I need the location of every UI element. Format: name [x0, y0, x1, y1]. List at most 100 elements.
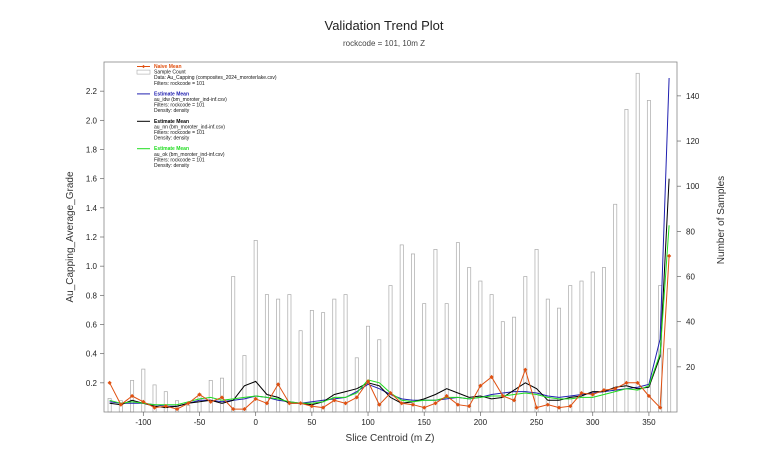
naive-mean-point: [354, 395, 359, 400]
naive-mean-point: [163, 404, 168, 409]
sample-count-bar: [242, 355, 247, 413]
legend-text: Density: density: [154, 163, 190, 169]
y2-tick-label: 40: [686, 318, 695, 327]
naive-mean-point: [332, 398, 337, 403]
sample-count-bar: [366, 325, 370, 413]
sample-count-bar: [287, 294, 292, 413]
naive-mean-markers: [107, 253, 672, 412]
x-tick-label: 50: [307, 418, 316, 427]
legend-text: Filters: rockcode = 101: [154, 130, 205, 136]
naive-mean-point: [410, 402, 416, 407]
sample-count-bar: [141, 368, 146, 413]
naive-mean-point: [545, 402, 550, 407]
naive-mean-point: [455, 402, 461, 407]
y-tick-label: 1.8: [86, 146, 98, 155]
y-tick-label: 0.8: [86, 291, 98, 300]
legend-text: Sample Count: [154, 70, 186, 76]
y-tick-label: 1.2: [86, 233, 98, 242]
naive-mean-point: [186, 401, 191, 406]
sample-count-bar: [309, 310, 314, 413]
sample-count-bar: [354, 357, 359, 413]
y-axis-ticks: 0.2 0.4 0.6 0.8 1.0 1.2 1.4 1.6 1.8 2.0 2.2: [86, 87, 104, 388]
chart-subtitle: rockcode = 101, 10m Z: [343, 39, 425, 48]
sample-count-bar: [422, 303, 427, 413]
sample-count-bar: [455, 242, 460, 413]
naive-mean-point: [309, 404, 314, 409]
y2-tick-label: 120: [686, 137, 700, 146]
naive-mean-point: [534, 405, 539, 410]
naive-mean-point: [377, 402, 382, 407]
y2-tick-label: 20: [686, 363, 695, 372]
x-axis-label: Slice Centroid (m Z): [346, 433, 435, 444]
legend-title: Naive Mean: [154, 64, 182, 70]
legend-text: Filters: rockcode = 101: [154, 81, 205, 87]
sample-count-bar: [557, 307, 561, 413]
naive-mean-point: [242, 406, 247, 412]
naive-mean-point: [658, 405, 663, 410]
x-axis-ticks: -100 -50 0 50 100 150 200 250 300 350: [135, 412, 656, 427]
naive-mean-point: [444, 393, 449, 399]
sample-count-bar: [186, 404, 191, 413]
legend-title: Estimate Mean: [154, 146, 189, 152]
legend-text: Filters: rockcode = 101: [154, 103, 205, 109]
y2-tick-label: 140: [686, 92, 700, 101]
x-tick-label: 200: [474, 418, 488, 427]
y-tick-label: 0.6: [86, 321, 98, 330]
sample-count-bar: [343, 294, 348, 413]
naive-mean-point: [320, 405, 326, 410]
legend-text: Filters: rockcode = 101: [154, 157, 205, 163]
sample-count-bar: [253, 240, 258, 413]
naive-mean-point: [264, 401, 270, 406]
naive-mean-point: [422, 405, 427, 410]
sample-count-bar: [568, 285, 573, 413]
naive-mean-point: [141, 399, 146, 404]
sample-count-bar: [377, 339, 382, 413]
y-tick-label: 2.0: [86, 116, 98, 125]
legend-swatch-bar: [136, 69, 151, 75]
naive-mean-point: [107, 380, 112, 385]
y-tick-label: 1.4: [86, 204, 98, 213]
naive-mean-point: [129, 393, 135, 399]
naive-mean-point: [613, 386, 618, 391]
y2-tick-label: 80: [686, 227, 695, 236]
x-tick-label: 150: [418, 418, 432, 427]
sample-count-bar: [624, 109, 629, 413]
naive-mean-point: [433, 401, 438, 406]
naive-mean-point: [523, 367, 528, 372]
sample-count-bar: [500, 321, 505, 413]
naive-mean-point: [197, 392, 202, 397]
sample-count-bar: [399, 244, 404, 413]
naive-mean-point: [253, 396, 258, 401]
x-tick-label: 100: [361, 418, 375, 427]
legend-text: au_ok (bm_moroter_ind-inf.csv): [154, 152, 225, 158]
naive-mean-point: [298, 401, 303, 406]
naive-mean-point: [118, 402, 123, 407]
y2-tick-label: 100: [686, 182, 700, 191]
naive-mean-point: [478, 383, 483, 388]
legend-text: au_nn (bm_moroter_ind-inf.csv): [154, 124, 225, 130]
chart-title: Validation Trend Plot: [325, 18, 444, 33]
sample-count-bar: [433, 249, 438, 413]
sample-count-bars: [107, 72, 672, 413]
naive-mean-point: [287, 401, 292, 406]
naive-mean-point: [500, 393, 505, 399]
sample-count-bar: [231, 276, 236, 413]
naive-mean-point: [152, 405, 157, 410]
y2-tick-label: 60: [686, 273, 695, 282]
naive-mean-point: [467, 404, 472, 409]
naive-mean-point: [635, 380, 640, 385]
naive-mean-point: [489, 374, 494, 380]
naive-mean-point: [601, 388, 607, 393]
naive-mean-point: [579, 390, 584, 396]
naive-mean-point: [646, 393, 652, 399]
naive-mean-point: [556, 405, 562, 410]
series-line: [109, 178, 670, 409]
x-tick-label: -100: [135, 418, 152, 427]
sample-count-bar: [646, 100, 651, 413]
x-tick-label: 250: [530, 418, 544, 427]
sample-count-bar: [163, 391, 168, 413]
sample-count-bar: [590, 271, 595, 413]
legend-text: Density: density: [154, 108, 190, 114]
